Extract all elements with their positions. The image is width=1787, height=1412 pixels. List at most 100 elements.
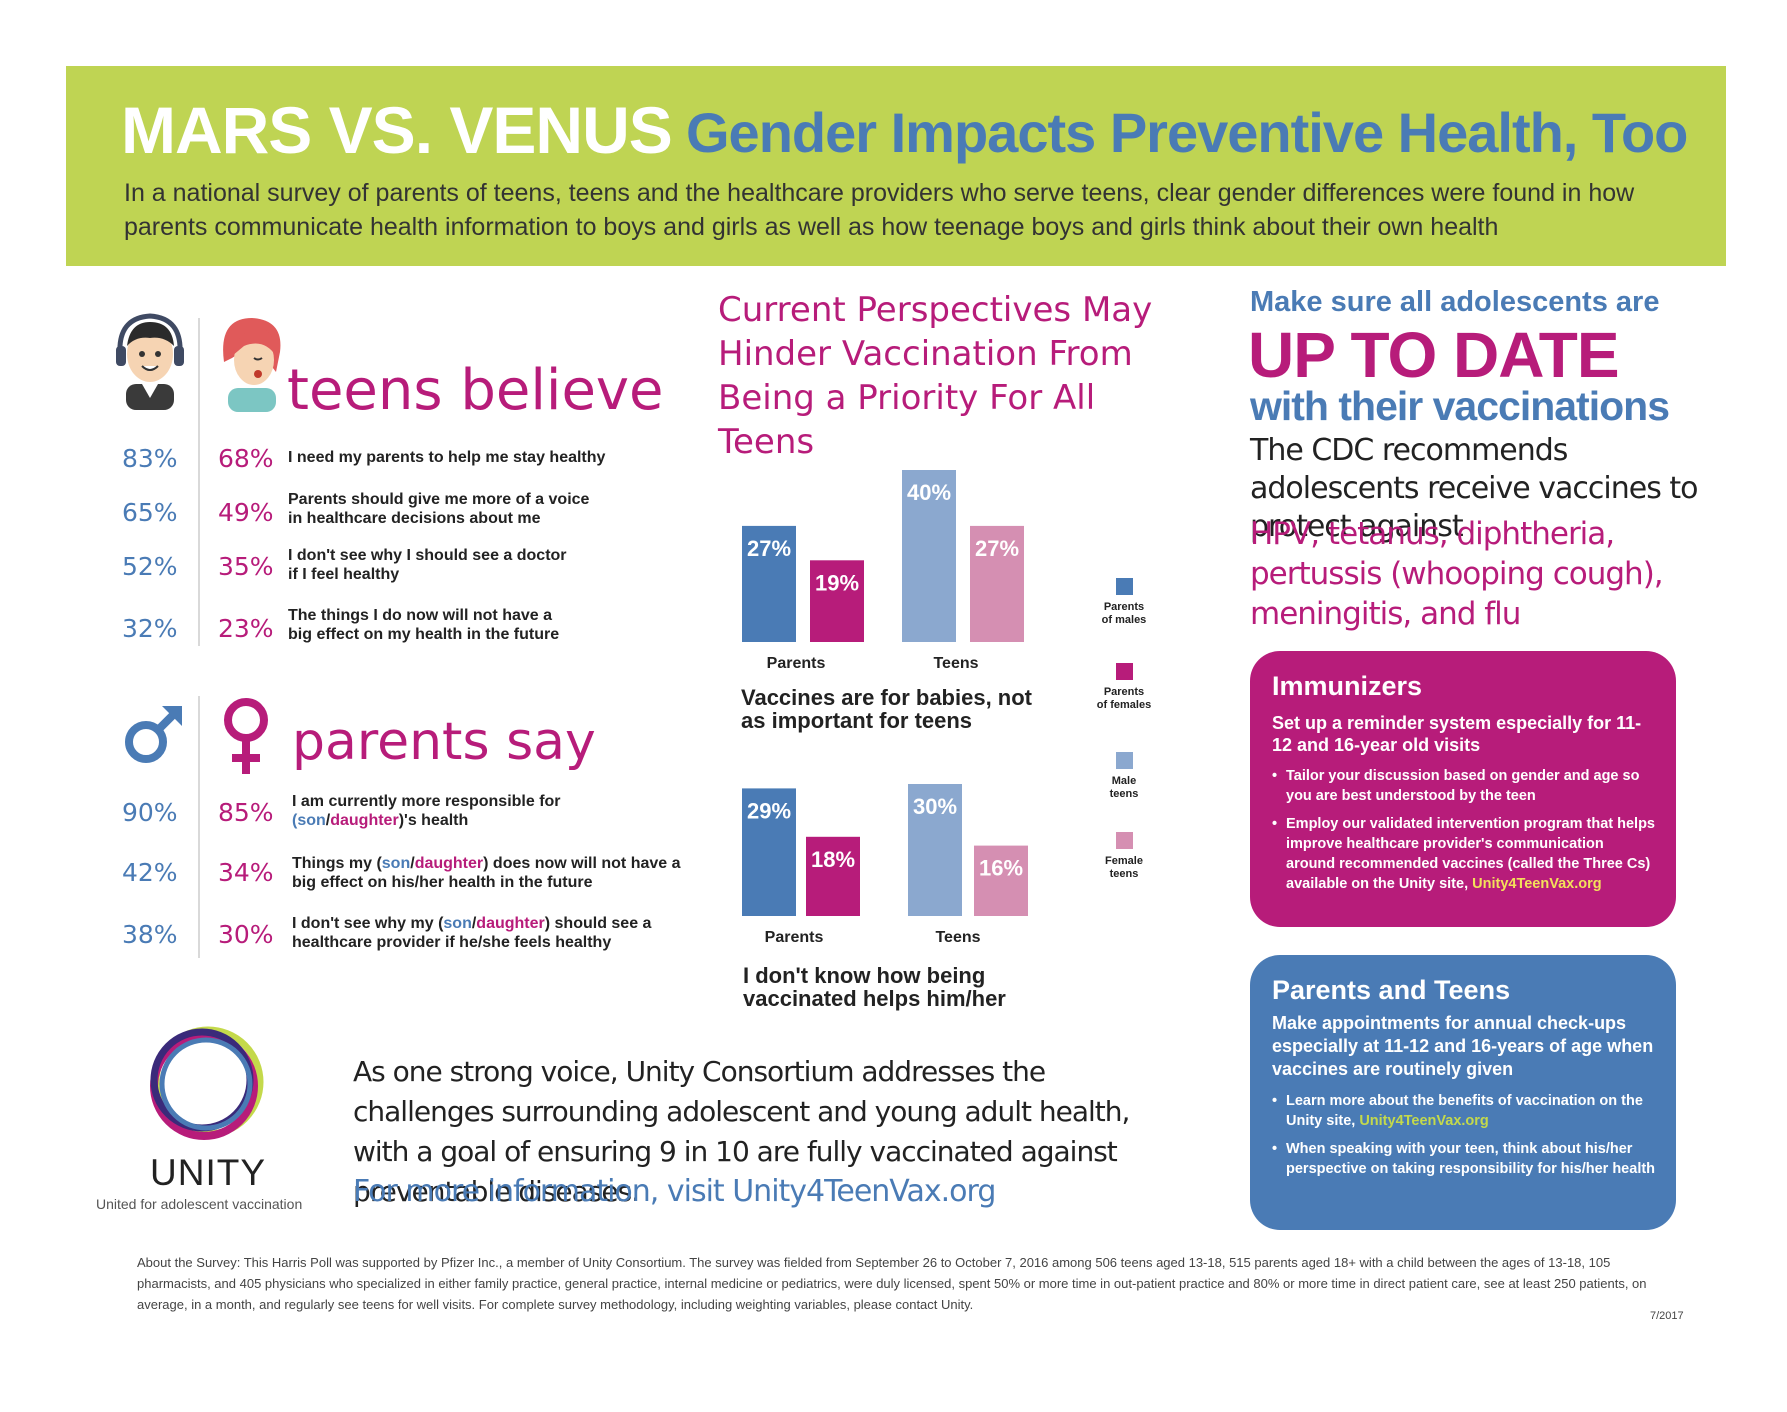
bar-value-label: 29% [747,798,791,823]
category-label: Parents [765,929,824,946]
unity-logo-icon [150,1026,264,1140]
teen-girl-icon [223,318,281,412]
bar-parents-of-males [742,525,796,642]
middle-title: Current Perspectives May Hinder Vaccinat… [718,290,1153,462]
parents-say-heading: parents say [292,712,596,772]
legend-label-line1: Parents [1103,601,1145,613]
more-info-link[interactable]: For more information, visit Unity4TeenVa… [353,1174,996,1209]
bar-chart-vaccines-babies: 27% 19% 40% 27% Parents Teens [742,470,1024,672]
legend-swatch [1115,578,1133,595]
legend-female-teens: Female teens [1076,832,1172,881]
vaccine-list: HPV, tetanus, diphtheria, pertussis (who… [1250,516,1664,632]
immunizers-bullet-1: Tailor your discussion based on gender a… [1272,766,1656,806]
legend-label-line2: of females [1096,699,1152,711]
bullet-text: Employ our validated intervention progra… [1286,816,1655,892]
parents-teens-card: Parents and Teens Make appointments for … [1250,955,1676,1230]
statement-post: ) does now will not have a big effect on… [292,855,681,891]
immunizers-title: Immunizers [1272,671,1423,701]
bar-value-label: 30% [913,794,957,819]
statement-post: ) should see a healthcare provider if he… [292,915,652,951]
chart-2-caption: I don't know how being vaccinated helps … [743,963,1006,1011]
mission-statement: As one strong voice, Unity Consortium ad… [353,1055,1130,1208]
son-word: son [381,855,411,872]
female-percent: 49% [218,498,274,527]
cdc-text: The CDC recommends adolescents receive v… [1250,433,1698,544]
female-percent: 34% [218,858,274,887]
legend-parents-males: Parents of males [1076,578,1172,627]
male-percent: 38% [122,920,178,949]
divider-line [198,696,200,958]
teen-boy-icon [116,313,184,410]
female-percent: 68% [218,444,274,473]
legend-label-line2: of males [1101,614,1147,626]
male-percent: 32% [122,614,178,643]
category-label: Teens [935,929,980,946]
bar-value-label: 19% [815,570,859,595]
bar-parents-of-males [742,788,796,916]
daughter-word: daughter [414,855,484,872]
bar-value-label: 27% [975,536,1019,561]
category-label: Teens [933,655,978,672]
bar-male-teens [908,784,962,916]
right-line-3: with their vaccinations [1250,383,1670,429]
teens-believe-heading: teens believe [287,358,664,423]
right-line-1: Make sure all adolescents are [1250,286,1660,318]
female-percent: 85% [218,798,274,827]
unity-tagline: United for adolescent vaccination [96,1196,303,1212]
paren-open: ( [292,812,298,829]
slash: / [410,855,415,872]
immunizers-bullet-2: Employ our validated intervention progra… [1272,814,1656,894]
statement-text: Things my (son/daughter) does now will n… [292,854,692,892]
sub-title: Gender Impacts Preventive Health, Too [686,101,1688,164]
bar-female-teens [974,845,1028,916]
son-word: son [297,812,326,829]
male-percent: 65% [122,498,178,527]
chart-1-caption: Vaccines are for babies, not as importan… [741,685,1033,733]
bar-female-teens [970,525,1024,642]
immunizers-subtitle: Set up a reminder system especially for … [1272,713,1642,755]
statement-post: )'s health [398,812,469,829]
immunizers-card: Immunizers Set up a reminder system espe… [1250,651,1676,927]
parents-teens-bullet-1: Learn more about the benefits of vaccina… [1272,1091,1656,1131]
unity-wordmark: UNITY [150,1152,266,1193]
male-percent: 83% [122,444,178,473]
bar-value-label: 27% [747,536,791,561]
legend-swatch [1115,752,1133,769]
legend-parents-females: Parents of females [1076,663,1172,712]
daughter-word: daughter [476,915,545,932]
bar-male-teens [902,470,956,642]
bar-value-label: 16% [979,856,1023,881]
male-symbol-icon [125,706,182,763]
daughter-word: daughter [330,812,399,829]
female-percent: 30% [218,920,274,949]
female-percent: 35% [218,552,274,581]
parents-teens-bullet-2: When speaking with your teen, think abou… [1272,1139,1656,1179]
unity-site-link[interactable]: Unity4TeenVax.org [1359,1113,1489,1129]
intro-text: In a national survey of parents of teens… [124,179,1635,241]
legend-label-line2: teens [1109,788,1139,800]
statement-pre: I don't see why my ( [292,915,444,932]
female-symbol-icon [224,698,268,774]
divider-line [198,318,200,646]
legend-label-line1: Female [1105,855,1143,867]
legend-label-line1: Parents [1103,686,1145,698]
statement-text: I don't see why my (son/daughter) should… [292,914,672,952]
female-percent: 23% [218,614,274,643]
son-word: son [443,915,472,932]
statement-text: Parents should give me more of a voice i… [288,491,590,527]
up-to-date-heading: UP TO DATE [1248,319,1619,391]
statement-text: The things I do now will not have a big … [288,607,560,643]
male-percent: 90% [122,798,178,827]
bar-chart-dont-know: 29% 18% 30% 16% Parents Teens [742,784,1028,946]
slash: / [325,812,331,829]
male-percent: 52% [122,552,178,581]
unity-site-link[interactable]: Unity4TeenVax.org [1472,876,1602,892]
main-title: MARS VS. VENUS [121,93,673,167]
bar-value-label: 18% [811,847,855,872]
legend-swatch [1115,663,1133,680]
statement-text: I don't see why I should see a doctor if… [288,547,567,583]
slash: / [471,915,477,932]
statement-text: I am currently more responsible for (son… [292,792,582,830]
bar-parents-of-females [810,560,864,642]
male-percent: 42% [122,858,178,887]
